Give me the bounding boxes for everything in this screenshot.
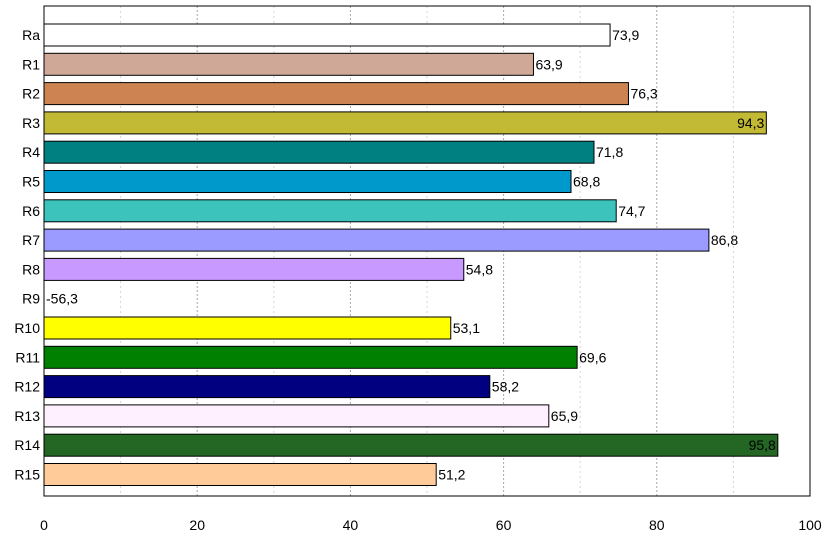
value-label-r13: 65,9	[551, 408, 578, 424]
value-label-r10: 53,1	[453, 320, 480, 336]
bar-r10	[43, 316, 452, 340]
value-label-r9: -56,3	[46, 291, 78, 307]
category-label-r3: R3	[22, 115, 40, 131]
category-labels: Ra R1 R2 R3 R4 R5 R6 R7 R8 R9 R10 R11 R12 R13 R14 R15	[14, 27, 40, 483]
bar-r6	[43, 199, 617, 223]
bar-r1	[43, 52, 534, 76]
category-label-r2: R2	[22, 86, 40, 102]
category-label-r11: R11	[15, 349, 40, 365]
x-tick-label-20: 20	[189, 517, 205, 533]
category-label-r14: R14	[14, 437, 40, 453]
category-label-r15: R15	[14, 467, 40, 483]
bar-r5	[43, 170, 572, 193]
value-label-r8: 54,8	[466, 261, 493, 277]
value-label-r7: 86,8	[711, 232, 738, 248]
value-label-r15: 51,2	[438, 467, 465, 483]
value-labels: 73,9 63,9 76,3 94,3 71,8 68,8 74,7 86,8 54,8 -56,…	[46, 27, 776, 483]
category-label-r12: R12	[14, 379, 40, 395]
x-tick-label-0: 0	[40, 517, 48, 533]
value-label-r12: 58,2	[492, 379, 519, 395]
category-label-r6: R6	[22, 203, 40, 219]
category-label-r8: R8	[22, 261, 40, 277]
bar-r8	[43, 257, 465, 281]
value-label-r4: 71,8	[596, 144, 623, 160]
category-label-r13: R13	[14, 408, 40, 424]
category-label-ra: Ra	[22, 27, 40, 43]
bars	[43, 23, 779, 486]
x-tick-label-60: 60	[496, 517, 512, 533]
bar-r14	[43, 433, 779, 457]
bar-r2	[43, 82, 629, 106]
x-tick-label-100: 100	[798, 517, 822, 533]
bar-r3	[43, 111, 767, 135]
category-label-r9: R9	[22, 291, 40, 307]
bar-r4	[43, 140, 595, 164]
value-label-r2: 76,3	[630, 86, 657, 102]
bar-r15	[43, 463, 437, 486]
x-axis-ticks: 0 20 40 60 80 100	[40, 517, 822, 533]
value-label-ra: 73,9	[612, 27, 639, 43]
value-label-r14: 95,8	[749, 437, 776, 453]
bar-ra	[43, 23, 611, 47]
category-label-r10: R10	[14, 320, 40, 336]
bar-r12	[43, 375, 491, 399]
category-label-r5: R5	[22, 174, 40, 190]
bar-r7	[43, 228, 710, 252]
x-tick-label-80: 80	[649, 517, 665, 533]
value-label-r11: 69,6	[579, 349, 606, 365]
category-label-r4: R4	[22, 144, 40, 160]
plot-frame	[43, 5, 811, 497]
value-label-r1: 63,9	[535, 56, 562, 72]
category-label-r7: R7	[22, 232, 40, 248]
bar-r13	[43, 404, 550, 428]
x-tick-label-40: 40	[343, 517, 359, 533]
value-label-r5: 68,8	[573, 174, 600, 190]
value-label-r3: 94,3	[737, 115, 764, 131]
bar-r11	[43, 345, 578, 369]
category-label-r1: R1	[22, 56, 40, 72]
value-label-r6: 74,7	[618, 203, 645, 219]
